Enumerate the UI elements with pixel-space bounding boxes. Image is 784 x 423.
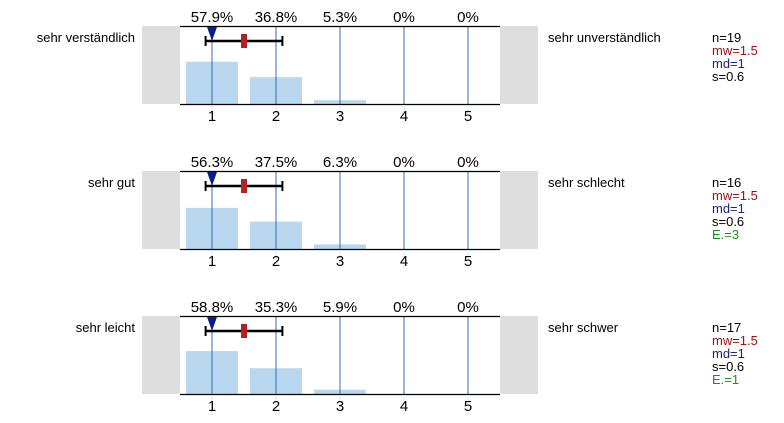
- block-2-stat-s: s=0.6: [712, 214, 744, 229]
- block-3-percent-label-2: 35.3%: [255, 299, 298, 316]
- block-1-stat-n: n=19: [712, 30, 741, 45]
- block-3-stat-n: n=17: [712, 320, 741, 335]
- block-2-right-side-box: [500, 171, 538, 249]
- block-2-stat-mw: mw=1.5: [712, 188, 758, 203]
- block-1-stat-s: s=0.6: [712, 69, 744, 84]
- block-2-median-marker: [207, 172, 217, 186]
- block-3-stat-s: s=0.6: [712, 359, 744, 374]
- block-3-percent-label-4: 0%: [393, 299, 415, 316]
- block-1-mean-marker: [241, 34, 247, 48]
- block-3-right-side-box: [500, 316, 538, 394]
- block-2-stat-md: md=1: [712, 201, 745, 216]
- block-2-tick-label-1: 1: [208, 253, 216, 270]
- block-3-tick-label-5: 5: [464, 398, 472, 415]
- block-2-mean-marker: [241, 179, 247, 193]
- block-1-median-marker: [207, 27, 217, 41]
- block-2-tick-label-4: 4: [400, 253, 408, 270]
- block-1-right-side-box: [500, 26, 538, 104]
- block-1-left-side-box: [142, 26, 180, 104]
- block-2-stat-e: E.=3: [712, 227, 739, 242]
- block-2-left-side-box: [142, 171, 180, 249]
- block-1-tick-label-2: 2: [272, 108, 280, 125]
- block-3-percent-label-5: 0%: [457, 299, 479, 316]
- block-2-percent-label-3: 6.3%: [323, 154, 357, 171]
- block-1-stat-mw: mw=1.5: [712, 43, 758, 58]
- block-1-tick-label-5: 5: [464, 108, 472, 125]
- block-3-tick-label-1: 1: [208, 398, 216, 415]
- block-1-percent-label-4: 0%: [393, 9, 415, 26]
- block-1-left-pole-label: sehr verständlich: [37, 30, 135, 45]
- block-3-left-pole-label: sehr leicht: [76, 320, 136, 335]
- block-3-median-marker: [207, 317, 217, 331]
- block-1-percent-label-5: 0%: [457, 9, 479, 26]
- block-3-tick-label-4: 4: [400, 398, 408, 415]
- block-2-percent-label-4: 0%: [393, 154, 415, 171]
- block-3-right-pole-label: sehr schwer: [548, 320, 619, 335]
- block-3-left-side-box: [142, 316, 180, 394]
- block-2-percent-label-1: 56.3%: [191, 154, 234, 171]
- block-1-percent-label-2: 36.8%: [255, 9, 298, 26]
- block-1-tick-label-4: 4: [400, 108, 408, 125]
- block-1-stat-md: md=1: [712, 56, 745, 71]
- block-1-percent-label-3: 5.3%: [323, 9, 357, 26]
- block-3-stat-mw: mw=1.5: [712, 333, 758, 348]
- block-1-tick-label-3: 3: [336, 108, 344, 125]
- block-1-percent-label-1: 57.9%: [191, 9, 234, 26]
- block-3-percent-label-1: 58.8%: [191, 299, 234, 316]
- block-2-left-pole-label: sehr gut: [88, 175, 135, 190]
- block-2-percent-label-5: 0%: [457, 154, 479, 171]
- block-2-tick-label-3: 3: [336, 253, 344, 270]
- block-3-tick-label-2: 2: [272, 398, 280, 415]
- block-1-tick-label-1: 1: [208, 108, 216, 125]
- block-3-mean-marker: [241, 324, 247, 338]
- block-2-tick-label-2: 2: [272, 253, 280, 270]
- block-2-stat-n: n=16: [712, 175, 741, 190]
- block-1-right-pole-label: sehr unverständlich: [548, 30, 661, 45]
- block-3-stat-md: md=1: [712, 346, 745, 361]
- block-3-stat-e: E.=1: [712, 372, 739, 387]
- block-2-right-pole-label: sehr schlecht: [548, 175, 625, 190]
- block-3-percent-label-3: 5.9%: [323, 299, 357, 316]
- block-3-tick-label-3: 3: [336, 398, 344, 415]
- block-2-tick-label-5: 5: [464, 253, 472, 270]
- block-2-percent-label-2: 37.5%: [255, 154, 298, 171]
